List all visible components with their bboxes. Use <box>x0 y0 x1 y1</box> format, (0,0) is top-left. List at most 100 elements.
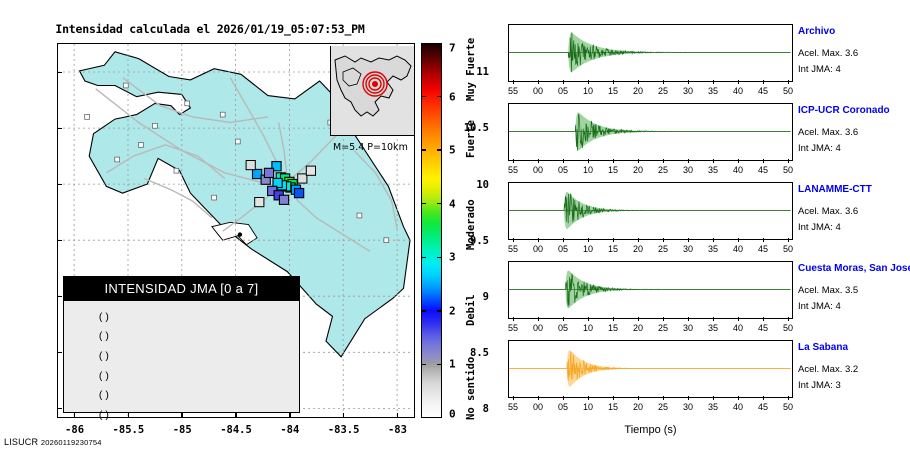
waveform-tick <box>638 396 639 400</box>
waveform-tick-label: 10 <box>582 86 594 96</box>
colorbar-tick <box>437 310 441 312</box>
waveform-tick-label: 15 <box>607 86 619 96</box>
waveform-tick-label: 40 <box>732 165 744 175</box>
waveform-plot[interactable] <box>508 261 793 319</box>
waveform-tick <box>663 159 664 163</box>
waveform-time-ticks: 55 00 05 10 15 20 25 30 35 40 45 50 <box>508 80 794 96</box>
waveform-tick <box>663 80 664 84</box>
colorbar-tick <box>437 149 441 151</box>
waveform-tick-label: 30 <box>682 86 694 96</box>
colorbar-tick <box>437 256 441 258</box>
legend-station-row[interactable]: ( ) <box>70 404 299 424</box>
waveform-tick <box>738 80 739 84</box>
waveform-tick-label: 45 <box>757 244 769 254</box>
legend-station-row[interactable]: ( ) <box>70 344 299 364</box>
waveform-jma-intensity: Int JMA: 4 <box>798 64 841 75</box>
waveform-tick <box>738 396 739 400</box>
map-y-tick <box>57 71 62 74</box>
waveform-max-accel: Acel. Max. 3.6 <box>798 48 859 59</box>
waveform-tick-label: 15 <box>607 165 619 175</box>
waveform-tick-label: 40 <box>732 402 744 412</box>
waveform-tick <box>563 80 564 84</box>
waveform-tick <box>563 396 564 400</box>
map-y-tick <box>57 408 62 410</box>
waveform-tick-label: 45 <box>757 86 769 96</box>
waveform-tick-label: 20 <box>632 402 644 412</box>
waveform-tick-label: 50 <box>782 402 794 412</box>
waveform-jma-intensity: Int JMA: 3 <box>798 380 841 391</box>
colorbar-category-label: Muy Fuerte <box>465 37 477 101</box>
legend-station-row[interactable]: ( ) <box>70 384 299 404</box>
waveform-tick-label: 05 <box>557 165 569 175</box>
waveform-tick-label: 40 <box>732 244 744 254</box>
waveform-max-accel: Acel. Max. 3.6 <box>798 127 859 138</box>
waveform-tick-label: 25 <box>657 402 669 412</box>
waveform-tick-label: 40 <box>732 323 744 333</box>
waveform-tick-label: 35 <box>707 402 719 412</box>
waveform-tick <box>713 396 714 400</box>
legend-station-row[interactable]: ( ) <box>70 305 299 325</box>
intensity-colorbar[interactable]: 0 1 2 3 4 5 6 7 No sentido Debil Moderado Fuerte Muy… <box>421 38 477 421</box>
waveform-tick <box>588 238 589 242</box>
waveform-plot[interactable] <box>508 24 793 82</box>
legend-accel: ( ) <box>96 389 109 402</box>
map-y-tick-label: 10 <box>476 178 489 191</box>
waveform-tick-label: 15 <box>607 402 619 412</box>
waveform-tick <box>638 238 639 242</box>
colorbar-tick <box>437 203 441 205</box>
waveform-plot[interactable] <box>508 182 793 240</box>
waveform-tick <box>538 238 539 242</box>
footer-code: 20260119230754 <box>40 438 102 447</box>
colorbar-tick <box>422 363 426 366</box>
colorbar-tick-label: 0 <box>449 407 456 421</box>
waveform-tick <box>538 396 539 400</box>
waveform-plot[interactable] <box>508 340 793 398</box>
map-x-tick <box>127 413 130 418</box>
waveform-tick <box>563 317 564 321</box>
waveform-trace <box>509 350 791 387</box>
waveform-tick <box>588 317 589 321</box>
waveform-tick-label: 10 <box>582 244 594 254</box>
waveform-tick-label: 05 <box>557 323 569 333</box>
waveform-tick-label: 20 <box>632 165 644 175</box>
waveform-tick <box>638 317 639 321</box>
waveform-tick <box>713 238 714 242</box>
waveform-tick <box>513 317 514 321</box>
footer-prefix: LISUCR <box>4 437 39 447</box>
locator-inset-map[interactable] <box>330 46 414 136</box>
waveform-trace <box>509 191 791 229</box>
colorbar-tick-label: 3 <box>449 250 456 264</box>
colorbar-tick-label: 1 <box>449 357 456 371</box>
waveform-tick <box>663 317 664 321</box>
legend-station-row[interactable]: ( ) <box>70 364 299 384</box>
colorbar-tick <box>437 363 441 366</box>
waveform-tick <box>713 159 714 163</box>
waveform-tick-label: 30 <box>682 244 694 254</box>
waveform-tick-label: 05 <box>557 86 569 96</box>
map-x-tick <box>73 413 76 418</box>
waveform-tick-label: 10 <box>582 402 594 412</box>
map-y-tick-label: 8 <box>482 402 489 415</box>
waveform-tick-label: 50 <box>782 86 794 96</box>
waveform-tick <box>788 159 789 163</box>
waveform-tick-label: 35 <box>707 86 719 96</box>
waveform-tick-label: 15 <box>607 244 619 254</box>
waveform-tick-label: 35 <box>707 165 719 175</box>
waveform-tick <box>613 238 614 242</box>
map-x-tick <box>181 413 183 418</box>
legend-station-row[interactable]: ( ) <box>70 325 299 345</box>
waveform-tick <box>788 80 789 84</box>
map-x-tick <box>396 413 399 418</box>
map-x-tick-label: -84 <box>280 424 300 436</box>
waveform-tick-label: 55 <box>507 402 519 412</box>
waveform-tick <box>513 238 514 242</box>
intensity-legend-box[interactable]: INTENSIDAD JMA [0 a 7] ( ) ( ) ( ) ( ) (… <box>63 276 300 421</box>
waveform-plot[interactable] <box>508 103 793 161</box>
map-y-tick <box>57 239 62 242</box>
map-y-tick-label: 11 <box>476 66 489 79</box>
colorbar-tick <box>422 149 426 151</box>
inset-graphic <box>334 55 412 117</box>
map-y-tick <box>57 183 62 186</box>
waveform-tick <box>713 80 714 84</box>
waveform-tick-label: 20 <box>632 244 644 254</box>
